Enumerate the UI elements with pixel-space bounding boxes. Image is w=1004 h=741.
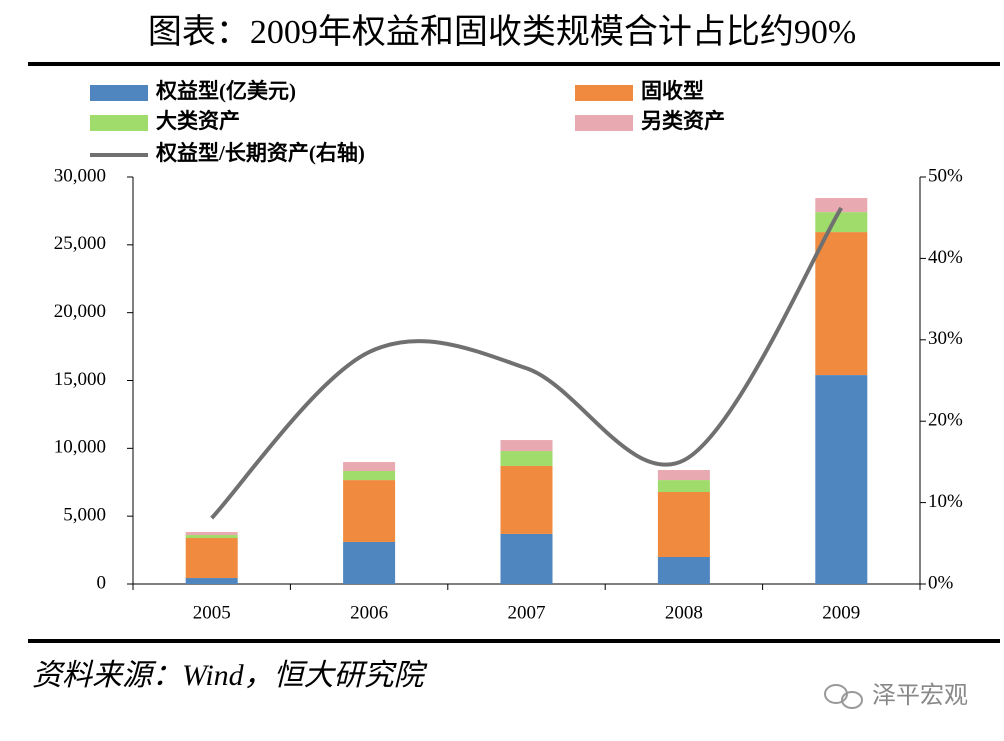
x-tick-label: 2007 [508,602,546,623]
bar-segment [343,470,396,481]
bar-segment [500,440,553,452]
y2-tick-label: 50% [928,165,963,186]
line-series [210,206,843,520]
y-tick-label: 25,000 [54,233,106,254]
y-tick-label: 15,000 [54,369,106,390]
x-tick-label: 2008 [665,602,703,623]
bar-segment [500,465,553,534]
bar-segment [657,470,710,481]
bar-segment [185,535,238,539]
bar-segment [343,480,396,542]
bar-segment [343,541,396,584]
y-tick-label: 10,000 [54,437,106,458]
chart-title: 图表：2009年权益和固收类规模合计占比约90% [148,13,856,51]
bar-segment [185,532,238,536]
bar-segment [185,538,238,579]
bar-segment [815,232,868,376]
bar-segment [815,212,868,233]
y2-tick-label: 40% [928,247,963,268]
y2-tick-label: 30% [928,328,963,349]
legend-label: 另类资产 [641,109,725,133]
watermark: 泽平宏观 [872,681,968,709]
x-tick-label: 2009 [822,602,860,623]
bar-segment [657,480,710,493]
x-tick-label: 2006 [350,602,388,623]
legend-label: 权益型/长期资产(右轴) [155,141,365,165]
bar-segment [815,375,868,584]
watermark-icon [824,684,863,709]
y-tick-label: 5,000 [63,505,106,526]
legend-label: 固收型 [641,79,704,103]
y2-tick-label: 0% [928,572,954,593]
y-tick-label: 30,000 [54,165,106,186]
bar-segment [343,462,396,471]
legend-swatch [90,115,148,131]
bar-segment [500,533,553,584]
bar-segment [815,198,868,213]
y2-tick-label: 10% [928,491,963,512]
source-note: 资料来源：Wind，恒大研究院 [32,659,428,692]
y-tick-label: 0 [97,572,107,593]
x-tick-label: 2005 [193,602,231,623]
bar-segment [657,557,710,584]
legend-swatch [575,85,633,101]
bar-segment [657,492,710,558]
bar-segment [185,578,238,584]
legend-label: 权益型(亿美元) [155,79,296,103]
bar-segment [500,451,553,466]
legend-label: 大类资产 [156,109,240,133]
y2-tick-label: 20% [928,410,963,431]
legend-swatch [90,85,148,101]
y-tick-label: 20,000 [54,301,106,322]
legend-swatch [575,115,633,131]
